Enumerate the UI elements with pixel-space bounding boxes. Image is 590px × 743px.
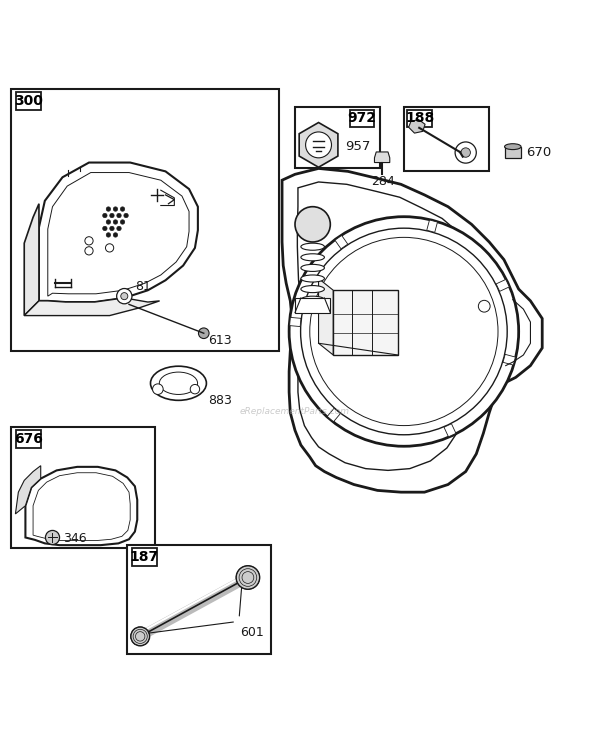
Text: 284: 284	[372, 175, 395, 189]
Polygon shape	[319, 279, 333, 355]
Circle shape	[455, 142, 476, 163]
Bar	[504, 146, 521, 158]
Ellipse shape	[301, 265, 324, 271]
Ellipse shape	[301, 243, 324, 250]
Circle shape	[113, 220, 118, 224]
Polygon shape	[299, 123, 338, 167]
Ellipse shape	[159, 372, 198, 395]
Circle shape	[289, 217, 519, 447]
Circle shape	[120, 220, 124, 224]
Circle shape	[310, 237, 498, 426]
Polygon shape	[15, 466, 41, 514]
Circle shape	[113, 233, 118, 237]
Polygon shape	[25, 467, 137, 545]
Ellipse shape	[301, 275, 324, 282]
Circle shape	[103, 213, 107, 218]
Circle shape	[45, 531, 60, 545]
Text: 957: 957	[345, 140, 371, 153]
Ellipse shape	[301, 296, 324, 303]
Polygon shape	[39, 163, 198, 302]
Bar	[427, 220, 437, 233]
Polygon shape	[24, 204, 39, 316]
Bar	[127, 545, 271, 654]
Polygon shape	[24, 298, 160, 316]
Text: 188: 188	[405, 111, 434, 126]
Circle shape	[295, 207, 330, 242]
Circle shape	[110, 213, 114, 218]
Text: 972: 972	[348, 111, 376, 126]
Circle shape	[113, 207, 118, 211]
Circle shape	[120, 207, 124, 211]
Text: 346: 346	[63, 532, 87, 545]
Text: eReplacementParts.com: eReplacementParts.com	[240, 407, 350, 416]
Bar	[327, 409, 340, 422]
Text: 883: 883	[208, 395, 232, 407]
Text: 601: 601	[240, 626, 264, 639]
Bar	[496, 279, 509, 291]
Polygon shape	[375, 152, 390, 163]
Bar	[350, 109, 375, 127]
Bar	[295, 298, 330, 313]
Polygon shape	[409, 120, 425, 133]
Circle shape	[306, 132, 332, 158]
Text: 676: 676	[14, 432, 43, 447]
Ellipse shape	[150, 366, 206, 400]
Text: 670: 670	[526, 146, 551, 159]
Ellipse shape	[504, 143, 521, 149]
Circle shape	[121, 293, 128, 299]
Text: 613: 613	[208, 334, 232, 348]
Circle shape	[478, 300, 490, 312]
Circle shape	[153, 384, 163, 395]
Bar	[16, 92, 41, 109]
Circle shape	[117, 226, 121, 231]
Circle shape	[461, 148, 470, 158]
Bar	[444, 424, 456, 437]
Ellipse shape	[301, 285, 324, 293]
Circle shape	[300, 228, 507, 435]
Circle shape	[198, 328, 209, 339]
Circle shape	[106, 233, 111, 237]
Circle shape	[85, 237, 93, 245]
Circle shape	[110, 226, 114, 231]
Circle shape	[236, 565, 260, 589]
Ellipse shape	[301, 254, 324, 261]
Bar	[335, 236, 348, 249]
Bar	[295, 107, 381, 169]
Circle shape	[106, 220, 111, 224]
Circle shape	[131, 627, 150, 646]
Bar	[333, 291, 398, 355]
Circle shape	[103, 226, 107, 231]
Ellipse shape	[301, 233, 324, 240]
Circle shape	[85, 247, 93, 255]
Bar	[16, 430, 41, 448]
Circle shape	[124, 213, 128, 218]
Bar	[290, 317, 301, 326]
Circle shape	[106, 244, 114, 252]
Bar	[11, 427, 156, 548]
Bar	[132, 548, 157, 565]
Text: 187: 187	[130, 550, 159, 564]
Circle shape	[106, 207, 111, 211]
Text: 300: 300	[14, 94, 43, 108]
Polygon shape	[282, 169, 542, 492]
Circle shape	[190, 384, 199, 394]
Text: 81: 81	[135, 279, 151, 293]
Bar	[503, 354, 516, 365]
Bar	[404, 107, 489, 172]
Circle shape	[117, 213, 121, 218]
Bar	[408, 109, 432, 127]
Circle shape	[117, 288, 132, 304]
Bar	[11, 89, 279, 351]
